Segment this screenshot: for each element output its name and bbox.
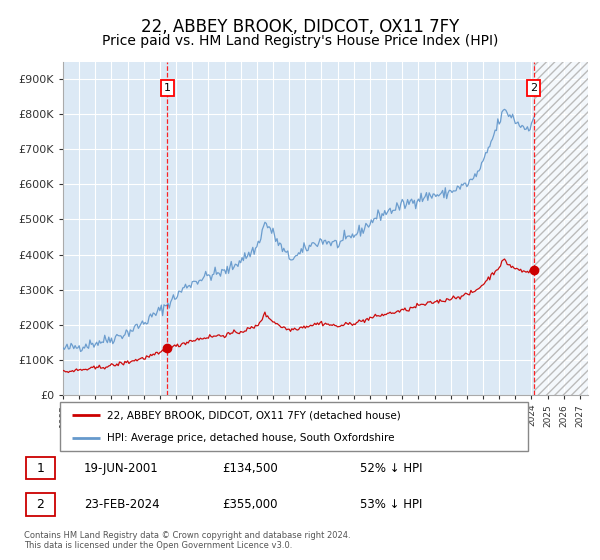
FancyBboxPatch shape (26, 493, 55, 516)
Text: Contains HM Land Registry data © Crown copyright and database right 2024.
This d: Contains HM Land Registry data © Crown c… (24, 530, 350, 550)
Text: £355,000: £355,000 (222, 498, 277, 511)
Text: 19-JUN-2001: 19-JUN-2001 (84, 461, 159, 475)
Text: 2: 2 (530, 83, 537, 93)
Text: 1: 1 (164, 83, 171, 93)
FancyBboxPatch shape (60, 402, 528, 451)
Text: 1: 1 (37, 461, 44, 475)
Text: 2: 2 (37, 498, 44, 511)
Text: 52% ↓ HPI: 52% ↓ HPI (360, 461, 422, 475)
Text: 22, ABBEY BROOK, DIDCOT, OX11 7FY (detached house): 22, ABBEY BROOK, DIDCOT, OX11 7FY (detac… (107, 410, 401, 421)
Text: Price paid vs. HM Land Registry's House Price Index (HPI): Price paid vs. HM Land Registry's House … (102, 34, 498, 48)
Text: £134,500: £134,500 (222, 461, 278, 475)
Text: 23-FEB-2024: 23-FEB-2024 (84, 498, 160, 511)
Text: 53% ↓ HPI: 53% ↓ HPI (360, 498, 422, 511)
FancyBboxPatch shape (26, 457, 55, 479)
Text: 22, ABBEY BROOK, DIDCOT, OX11 7FY: 22, ABBEY BROOK, DIDCOT, OX11 7FY (141, 18, 459, 36)
Text: HPI: Average price, detached house, South Oxfordshire: HPI: Average price, detached house, Sout… (107, 433, 394, 444)
